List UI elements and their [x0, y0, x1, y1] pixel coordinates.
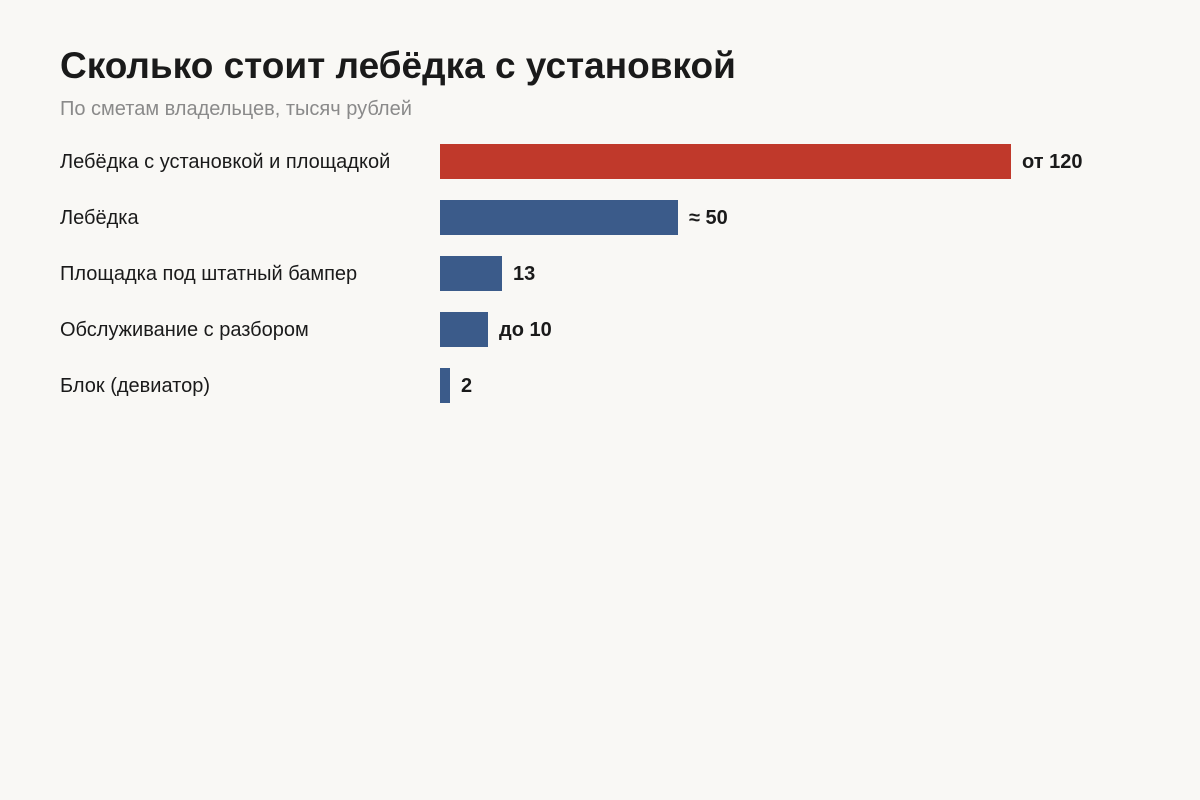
bar: [440, 368, 450, 403]
bar: [440, 256, 502, 291]
bar: [440, 144, 1011, 179]
value-label: 13: [513, 262, 536, 285]
category-label: Лебёдка с установкой и площадкой: [60, 150, 391, 173]
category-label: Обслуживание с разбором: [60, 318, 309, 341]
bar: [440, 200, 678, 235]
bar: [440, 312, 488, 347]
value-label: до 10: [499, 318, 552, 341]
category-label: Лебёдка: [60, 206, 139, 229]
value-label: от 120: [1022, 150, 1083, 173]
chart-title: Сколько стоит лебёдка с установкой: [60, 45, 736, 86]
value-label: 2: [461, 374, 473, 397]
category-label: Блок (девиатор): [60, 374, 210, 397]
category-label: Площадка под штатный бампер: [60, 262, 358, 285]
value-label: ≈ 50: [689, 206, 728, 229]
chart-subtitle: По сметам владельцев, тысяч рублей: [60, 98, 412, 120]
